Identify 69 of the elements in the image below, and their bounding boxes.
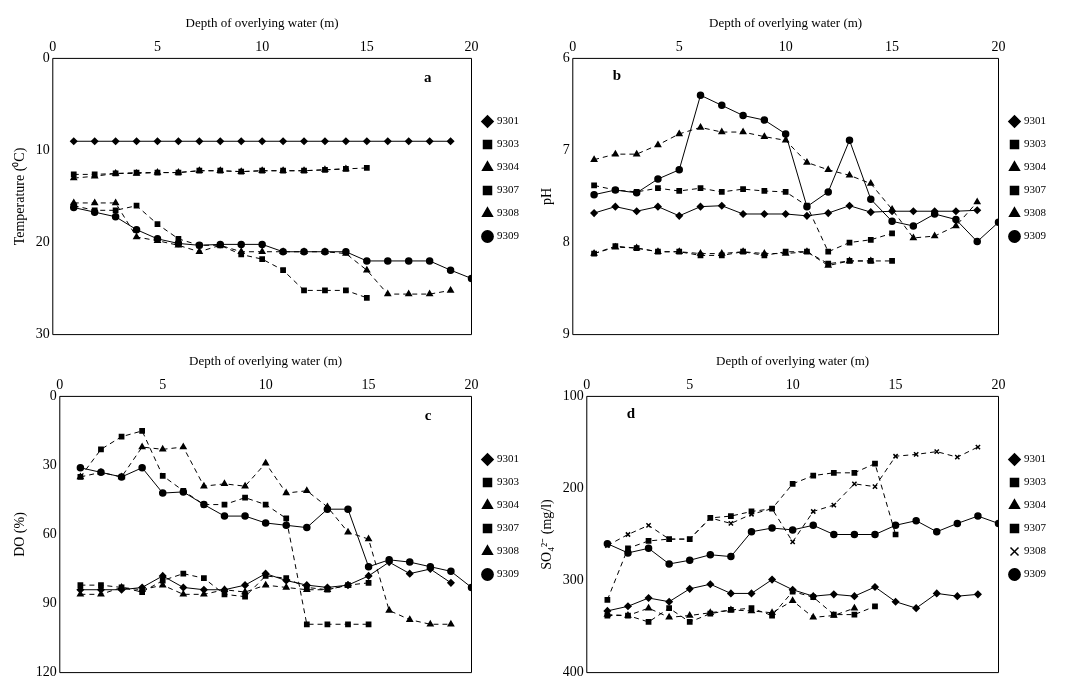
legend-label: 9303	[1024, 137, 1047, 150]
legend-label: 9301	[497, 452, 519, 465]
annotation: a	[424, 68, 432, 85]
x-tick-label: 5	[675, 38, 683, 54]
y-tick-label: 6	[562, 50, 570, 66]
legend-label: 9308	[497, 544, 520, 557]
y-tick-label: 200	[562, 480, 584, 496]
y-axis-title: pH	[539, 187, 555, 206]
legend-label: 9309	[1024, 567, 1047, 580]
x-tick-label: 15	[359, 38, 374, 54]
y-tick-label: 7	[562, 142, 570, 158]
x-axis-title: Depth of overlying water (m)	[709, 15, 863, 31]
legend-label: 9303	[497, 137, 520, 150]
legend-label: 9309	[497, 229, 520, 242]
annotation: c	[424, 406, 432, 423]
y-tick-label: 90	[42, 595, 57, 611]
y-tick-label: 0	[42, 50, 50, 66]
x-tick-label: 10	[778, 38, 793, 54]
x-axis-title: Depth of overlying water (m)	[185, 15, 339, 31]
y-tick-label: 10	[35, 142, 50, 158]
legend-label: 9301	[497, 114, 519, 127]
legend-label: 9307	[497, 521, 520, 534]
y-axis-title: DO (%)	[12, 511, 29, 557]
x-tick-label: 20	[991, 376, 1006, 392]
legend-label: 9304	[497, 160, 520, 173]
x-tick-label: 5	[686, 376, 694, 392]
legend-label: 9308	[497, 206, 520, 219]
y-axis-title: Temperature (⁰C)	[12, 147, 29, 246]
x-tick-label: 10	[258, 376, 273, 392]
x-tick-label: 5	[153, 38, 161, 54]
annotation: d	[626, 404, 636, 421]
x-tick-label: 20	[991, 38, 1006, 54]
legend-label: 9304	[1024, 498, 1047, 511]
x-tick-label: 20	[464, 38, 479, 54]
legend-label: 9301	[1024, 114, 1046, 127]
legend-label: 9307	[1024, 521, 1047, 534]
y-tick-label: 30	[42, 457, 57, 473]
legend-label: 9308	[1024, 206, 1047, 219]
legend-label: 9303	[497, 475, 520, 488]
y-tick-label: 8	[562, 234, 570, 250]
legend-label: 9307	[1024, 183, 1047, 196]
y-tick-label: 20	[35, 234, 50, 250]
legend-label: 9307	[497, 183, 520, 196]
annotation: b	[612, 66, 622, 83]
legend-label: 9308	[1024, 544, 1047, 557]
x-tick-label: 15	[885, 38, 900, 54]
y-tick-label: 300	[562, 572, 584, 588]
x-tick-label: 10	[785, 376, 800, 392]
y-tick-label: 60	[42, 526, 57, 542]
legend-label: 9309	[1024, 229, 1047, 242]
y-tick-label: 400	[562, 664, 584, 680]
legend-label: 9303	[1024, 475, 1047, 488]
x-axis-title: Depth of overlying water (m)	[189, 353, 343, 369]
legend-label: 9309	[497, 567, 520, 580]
y-tick-label: 120	[35, 664, 57, 680]
y-tick-label: 9	[562, 326, 570, 342]
x-tick-label: 15	[888, 376, 903, 392]
legend-label: 9301	[1024, 452, 1046, 465]
y-tick-label: 0	[49, 388, 57, 404]
legend-label: 9304	[1024, 160, 1047, 173]
y-axis-title: SO₄²⁻ (mg/l)	[539, 498, 556, 570]
legend-label: 9304	[497, 498, 520, 511]
x-tick-label: 20	[464, 376, 479, 392]
x-tick-label: 10	[255, 38, 270, 54]
y-tick-label: 30	[35, 326, 50, 342]
x-axis-title: Depth of overlying water (m)	[716, 353, 870, 369]
y-tick-label: 100	[562, 388, 584, 404]
x-tick-label: 5	[159, 376, 167, 392]
x-tick-label: 15	[361, 376, 376, 392]
